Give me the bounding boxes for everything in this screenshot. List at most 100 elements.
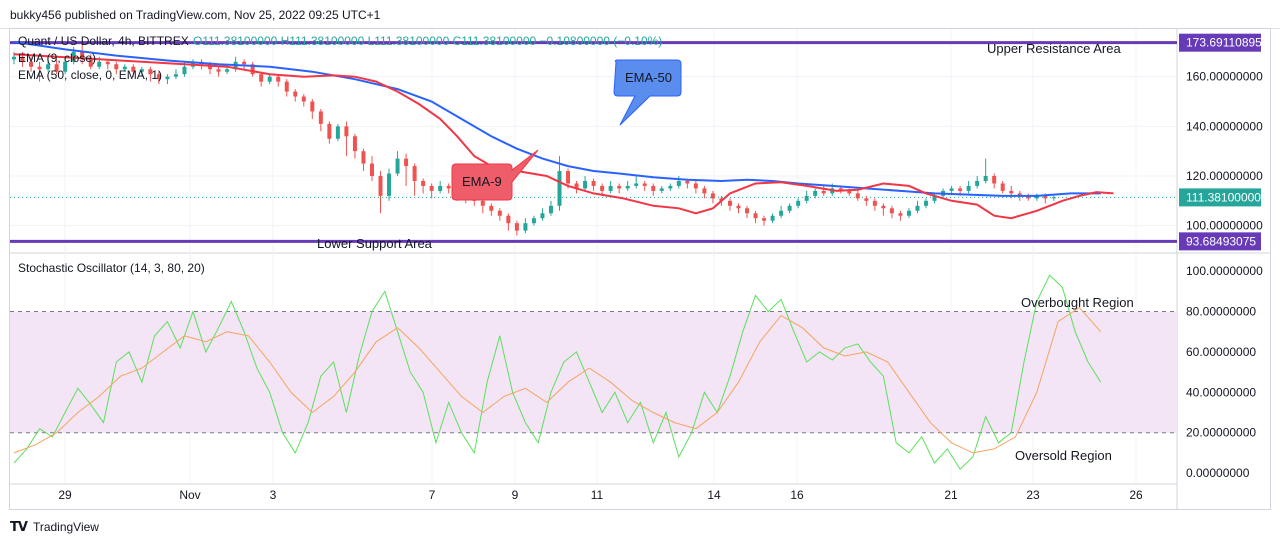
last-price-label: 111.38100000 — [1186, 190, 1261, 204]
candle-body — [259, 74, 264, 82]
candle-body — [1017, 193, 1022, 196]
ema9-callout-text: EMA-9 — [462, 174, 502, 189]
price-tick-label: 120.00000000 — [1186, 169, 1263, 183]
candle-body — [693, 183, 698, 189]
time-tick-label: 26 — [1129, 488, 1143, 502]
candle-body — [497, 210, 502, 216]
candle-body — [932, 195, 937, 201]
candle-body — [949, 188, 954, 191]
candle-body — [63, 61, 68, 72]
candle-body — [745, 208, 750, 214]
candle-body — [216, 69, 221, 72]
legend-ohlc: O111.38100000 H111.38100000 L111.3810000… — [193, 34, 662, 48]
candle-body — [105, 61, 110, 65]
legend-ema50: EMA (50, close, 0, EMA, 1) — [18, 68, 162, 82]
candle-body — [881, 205, 886, 209]
candle-body — [284, 81, 289, 92]
candle-body — [617, 185, 622, 189]
time-tick-label: 23 — [1026, 488, 1040, 502]
candle-body — [1043, 195, 1048, 199]
support-price-label-bg — [1179, 232, 1261, 251]
candle-body — [872, 200, 877, 206]
footer-brand[interactable]: TradingView — [32, 520, 99, 534]
ema50-line — [13, 40, 1101, 197]
candle-body — [293, 91, 298, 97]
candle-body — [29, 61, 34, 67]
candle-body — [54, 64, 59, 72]
candle-body — [327, 123, 332, 139]
candle-body — [898, 213, 903, 216]
time-tick-label: 21 — [944, 488, 958, 502]
time-tick-label: 29 — [58, 488, 72, 502]
candle-body — [821, 190, 826, 194]
resistance-price-label-bg — [1179, 33, 1261, 52]
ema50-callout-bubble — [613, 59, 682, 126]
candle-body — [20, 56, 25, 62]
candle-body — [651, 185, 656, 191]
candle-body — [702, 188, 707, 194]
candle-body — [889, 208, 894, 214]
candle-body — [727, 200, 732, 206]
candle-body — [225, 69, 230, 72]
candle-body — [813, 190, 818, 196]
candle-body — [523, 223, 528, 231]
annotation-lower-support: Lower Support Area — [317, 236, 433, 251]
candle-body — [574, 183, 579, 189]
candle-body — [566, 171, 571, 184]
candle-body — [173, 74, 178, 77]
candle-body — [506, 215, 511, 224]
candle-body — [685, 180, 690, 184]
candle-body — [46, 64, 51, 70]
candle-body — [762, 218, 767, 221]
candle-body — [404, 158, 409, 167]
candle-body — [156, 74, 161, 80]
chart-frame — [9, 28, 1271, 510]
candle-body — [966, 185, 971, 191]
candle-body — [906, 210, 911, 216]
time-tick-label: 9 — [512, 488, 519, 502]
candle-body — [412, 166, 417, 181]
candle-body — [531, 218, 536, 224]
candle-body — [122, 66, 127, 70]
candle-body — [344, 126, 349, 137]
annotation-overbought: Overbought Region — [1021, 295, 1134, 310]
candle-body — [80, 51, 85, 60]
candle-body — [438, 185, 443, 191]
candle-body — [301, 96, 306, 102]
candle-body — [1051, 197, 1056, 199]
candle-body — [591, 180, 596, 186]
candle-body — [378, 176, 383, 196]
candle-body — [114, 64, 119, 70]
candle-body — [88, 59, 93, 67]
last-price-label-bg — [1179, 188, 1261, 207]
candle-body — [335, 126, 340, 139]
tradingview-footer: 𝗧𝗩 TradingView — [10, 519, 99, 535]
candle-body — [770, 215, 775, 221]
candle-body — [480, 200, 485, 206]
time-tick-label: 14 — [707, 488, 721, 502]
candle-body — [540, 213, 545, 219]
candle-body — [975, 180, 980, 186]
candle-body — [1000, 183, 1005, 191]
candle-body — [779, 210, 784, 216]
stoch-k-line — [13, 274, 1102, 470]
candle-body — [242, 61, 247, 65]
candle-body — [387, 173, 392, 196]
candle-body — [668, 185, 673, 189]
candle-body — [12, 56, 16, 60]
support-price-label: 93.68493075 — [1186, 234, 1256, 248]
candle-body — [924, 200, 929, 206]
candle-body — [659, 188, 664, 191]
candle-body — [446, 185, 451, 189]
candle-body — [847, 190, 852, 194]
annotation-oversold: Oversold Region — [1015, 448, 1112, 463]
candle-body — [148, 69, 153, 75]
time-tick-label: Nov — [179, 488, 200, 502]
ema9-callout-bubble — [451, 149, 539, 201]
candle-body — [514, 223, 519, 231]
candle-body — [608, 185, 613, 191]
candle-body — [1026, 195, 1031, 199]
legend-ema9: EMA (9, close) — [18, 51, 96, 65]
stoch-d-line — [13, 306, 1102, 454]
